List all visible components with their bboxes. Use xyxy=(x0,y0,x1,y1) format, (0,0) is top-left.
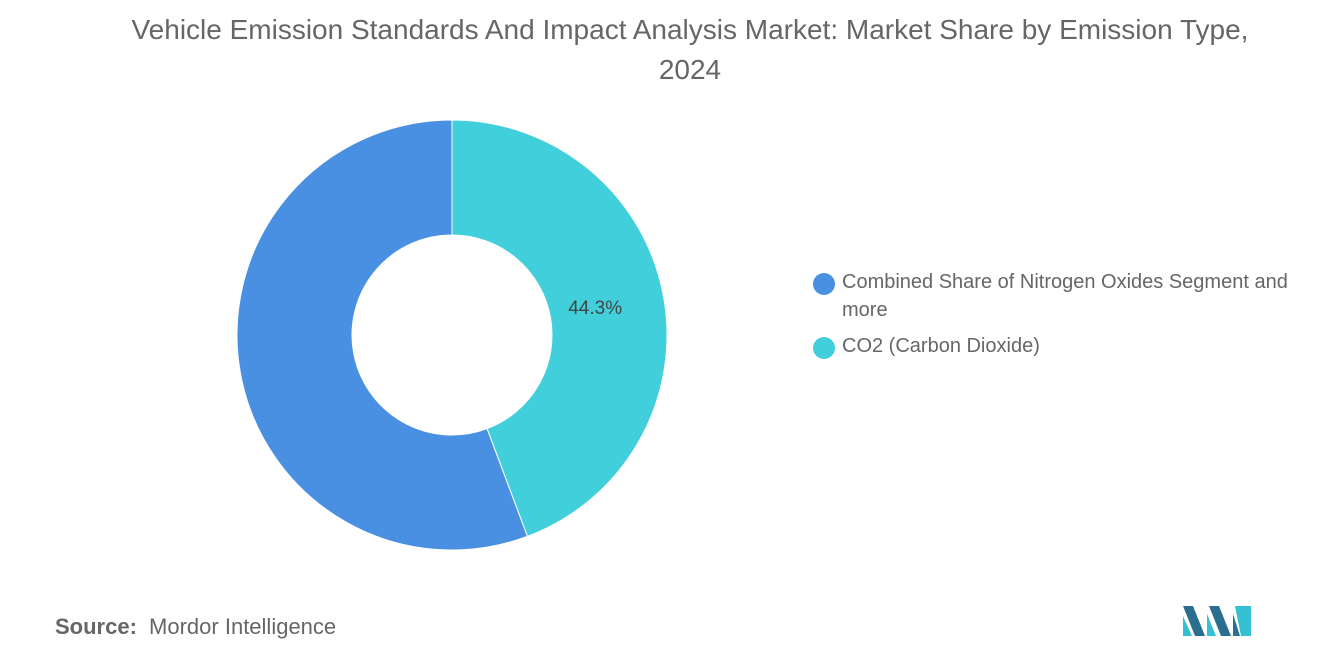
slice-combined xyxy=(236,119,529,551)
slice-co2 xyxy=(451,119,668,538)
chart-legend: Combined Share of Nitrogen Oxides Segmen… xyxy=(813,268,1313,368)
legend-label: Combined Share of Nitrogen Oxides Segmen… xyxy=(842,271,1288,321)
mordor-intelligence-logo-icon xyxy=(1183,606,1251,636)
slice-co2-data-label: 44.3% xyxy=(568,298,622,319)
source-label: Source: xyxy=(55,614,137,639)
legend-label: CO2 (Carbon Dioxide) xyxy=(842,335,1040,357)
legend-marker xyxy=(813,273,835,295)
source-note: Source: Mordor Intelligence xyxy=(55,612,336,642)
source-value: Mordor Intelligence xyxy=(149,614,337,639)
legend-item: CO2 (Carbon Dioxide) xyxy=(813,332,1313,360)
legend-item: Combined Share of Nitrogen Oxides Segmen… xyxy=(813,268,1313,324)
chart-title: Vehicle Emission Standards And Impact An… xyxy=(131,14,1249,85)
legend-marker xyxy=(813,337,835,359)
